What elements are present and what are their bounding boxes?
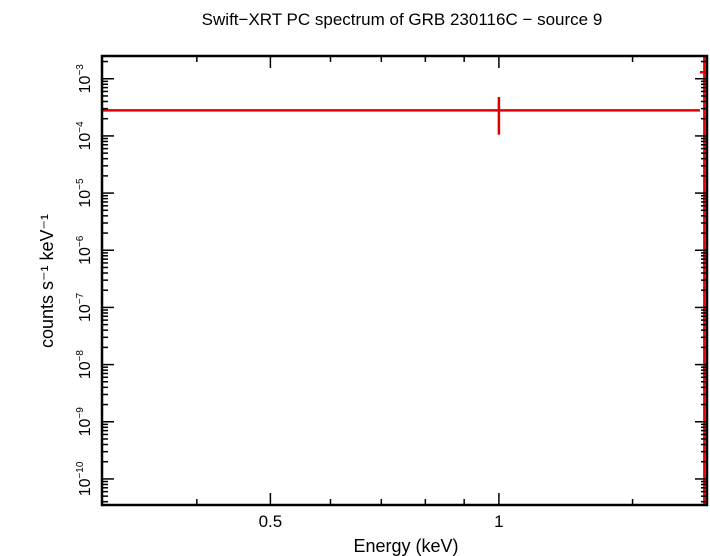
y-tick-label: 10−6: [75, 235, 94, 265]
x-axis: 0.5 1: [101, 56, 634, 531]
y-tick-label: 10−8: [75, 350, 94, 380]
y-axis-label: counts s⁻¹ keV⁻¹: [37, 214, 57, 348]
y-axis: 10−10 10−9 10−8 10−7 10−6 10−5 10−4 10−3: [75, 60, 707, 503]
y-tick-label: 10−4: [75, 121, 94, 151]
y-tick-label: 10−3: [75, 64, 94, 94]
y-tick-label: 10−7: [75, 292, 94, 322]
y-tick-label: 10−10: [75, 461, 94, 496]
y-tick-label: 10−5: [75, 178, 94, 208]
plot-area: [103, 56, 706, 504]
plot-frame: [100, 54, 709, 507]
data-point: [103, 96, 700, 135]
x-tick-label: 0.5: [259, 512, 283, 531]
x-axis-label: Energy (keV): [353, 536, 458, 556]
y-tick-label: 10−9: [75, 407, 94, 437]
chart-title: Swift−XRT PC spectrum of GRB 230116C − s…: [202, 10, 603, 29]
x-tick-label: 1: [494, 512, 503, 531]
